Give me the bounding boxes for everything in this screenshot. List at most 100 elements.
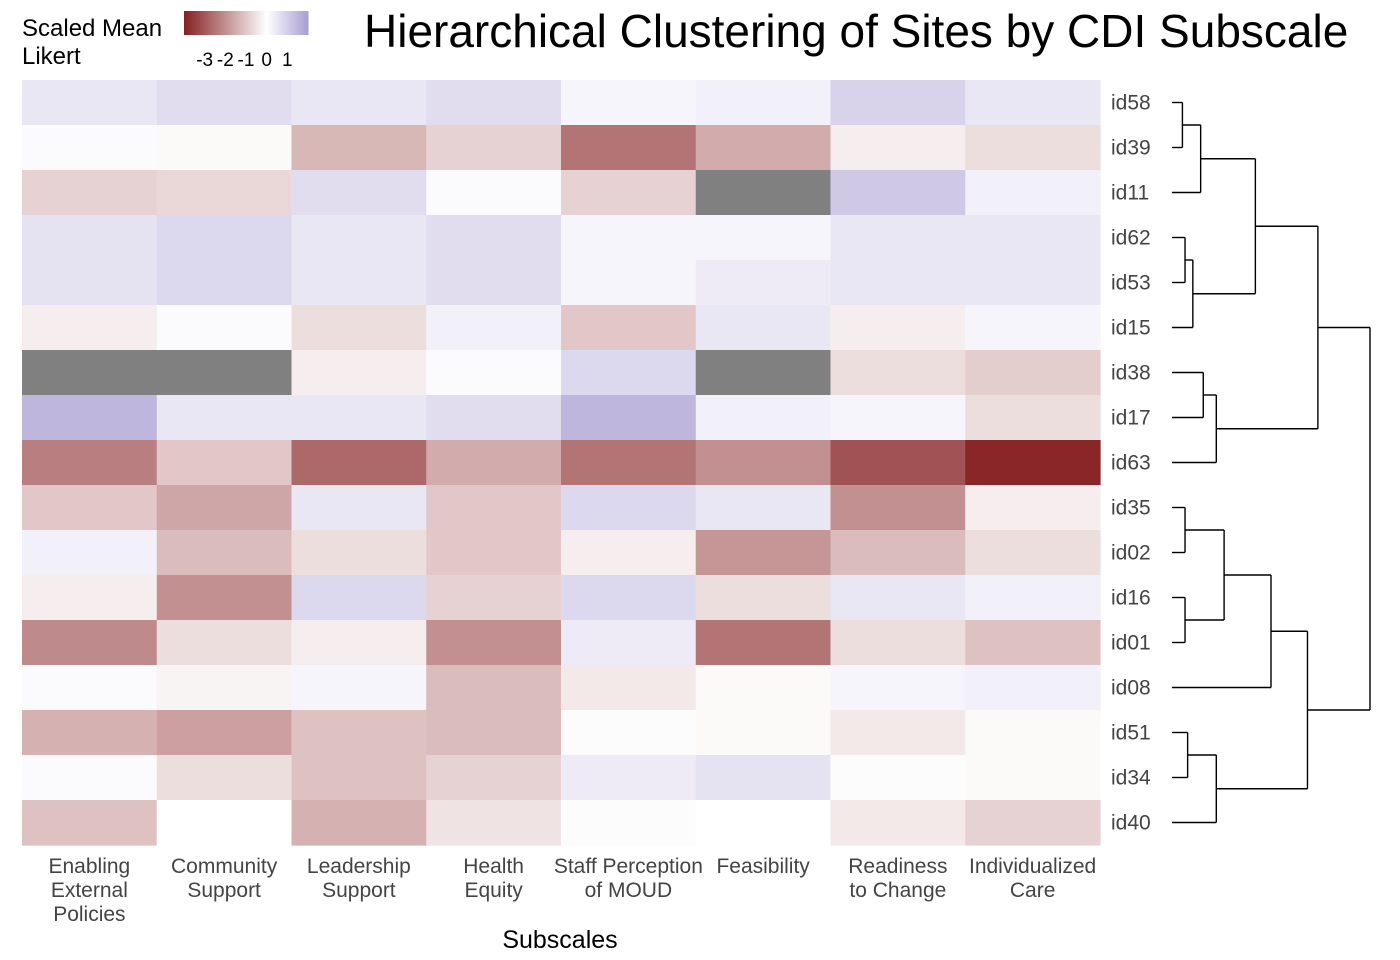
row-label: id51 [1111,722,1151,745]
heatmap-cell [695,215,832,261]
legend-color-step [198,11,201,35]
legend-color-step [238,11,241,35]
legend-color-step [218,11,221,35]
heatmap-cell [22,575,158,621]
legend-tick-label: -1 [238,50,255,71]
legend-color-step [268,11,271,35]
row-label: id39 [1111,137,1151,160]
legend-color-step [188,11,191,35]
heatmap-cell [695,170,832,216]
heatmap-cell [291,80,427,126]
legend-color-step [184,11,187,35]
heatmap-cell [426,530,562,576]
legend-color-step [220,11,223,35]
heatmap-cell [291,575,427,621]
heatmap-cell [695,620,832,666]
legend-title-line-1: Scaled Mean [22,15,162,42]
heatmap-cell [695,395,832,441]
legend-color-step [286,11,289,35]
heatmap-cell [426,800,562,846]
heatmap-cell [291,395,427,441]
heatmap-cell [695,305,832,351]
legend-color-step [264,11,267,35]
row-labels: id58 id39 id11 id62 id53 id15 id38 id17 id63 id35… [1111,92,1151,835]
heatmap-cell [695,440,832,486]
heatmap-cell [830,215,966,261]
heatmap-cell [156,755,293,801]
heatmap-cells [22,80,1101,846]
column-label: Readiness to Change [848,855,947,902]
heatmap-cell [22,530,158,576]
legend-color-step [194,11,197,35]
heatmap-cell [695,665,832,711]
heatmap-cell [426,710,562,756]
legend-color-step [246,11,249,35]
heatmap-cell [965,530,1101,576]
row-label: id62 [1111,227,1151,250]
legend-tick-label: -3 [196,50,213,71]
row-label: id15 [1111,317,1151,340]
legend-color-step [190,11,193,35]
legend-color-step [296,11,299,35]
legend-color-step [260,11,263,35]
legend-color-step [196,11,199,35]
heatmap-cell [561,485,697,531]
heatmap-cell [965,350,1101,396]
heatmap-cell [291,800,427,846]
heatmap-cell [426,170,562,216]
legend-color-step [288,11,291,35]
x-axis-label: Subscales [502,926,617,954]
legend-color-step [302,11,305,35]
heatmap-cell [156,260,293,306]
row-label: id53 [1111,272,1151,295]
heatmap-cell [156,800,293,846]
heatmap-cell [426,215,562,261]
heatmap-cell [156,440,293,486]
heatmap-cell [156,530,293,576]
heatmap-cell [561,755,697,801]
legend: Scaled Mean Likert -3 -2 -1 0 1 [22,11,309,71]
heatmap-cell [291,665,427,711]
heatmap-cell [830,620,966,666]
heatmap-cell [291,485,427,531]
heatmap-cell [22,710,158,756]
heatmap-cell [22,440,158,486]
legend-color-step [210,11,213,35]
column-label: Community Support [171,855,278,902]
legend-color-step [236,11,239,35]
heatmap-cell [22,620,158,666]
heatmap-cell [695,260,832,306]
heatmap-cell [426,395,562,441]
heatmap-cell [561,80,697,126]
heatmap-cell [156,350,293,396]
heatmap-cell [965,755,1101,801]
legend-color-step [254,11,257,35]
heatmap-cell [695,575,832,621]
heatmap-cell [965,440,1101,486]
legend-color-step [274,11,277,35]
heatmap-cell [830,80,966,126]
legend-color-step [216,11,219,35]
legend-color-step [252,11,255,35]
legend-color-step [284,11,287,35]
legend-color-step [250,11,253,35]
legend-color-step [266,11,269,35]
heatmap-cell [965,800,1101,846]
heatmap-cell [695,710,832,756]
legend-color-step [278,11,281,35]
heatmap-cell [561,260,697,306]
heatmap-cell [426,440,562,486]
legend-color-step [298,11,301,35]
heatmap-cell [291,710,427,756]
heatmap-cell [22,215,158,261]
heatmap-cell [561,575,697,621]
heatmap-cell [156,170,293,216]
legend-tick-label: 1 [282,50,293,71]
heatmap-cell [830,485,966,531]
row-label: id34 [1111,767,1151,790]
heatmap-cell [426,665,562,711]
heatmap-cell [291,440,427,486]
heatmap-cell [695,530,832,576]
legend-color-step [222,11,225,35]
legend-color-step [294,11,297,35]
